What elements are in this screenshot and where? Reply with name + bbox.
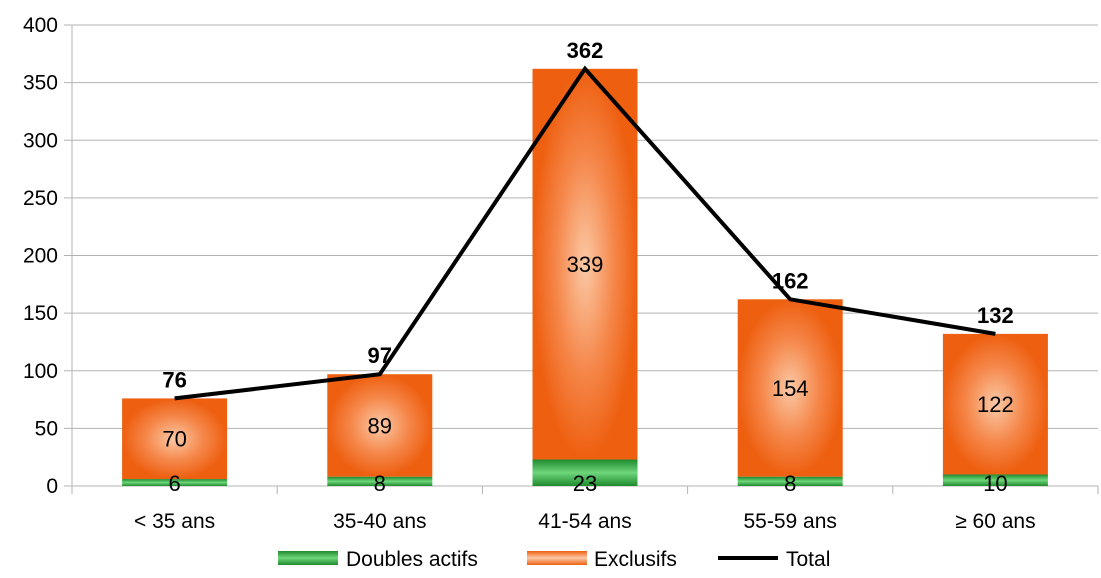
data-label-total: 362 xyxy=(567,38,604,63)
data-label-total: 97 xyxy=(368,343,392,368)
bar-exclusifs xyxy=(737,299,843,477)
data-label-doubles-actifs: 10 xyxy=(983,471,1007,496)
y-tick-label: 150 xyxy=(23,302,58,325)
bar-doubles-actifs xyxy=(942,474,1048,486)
data-label-exclusifs: 70 xyxy=(162,427,186,452)
x-tick-label: ≥ 60 ans xyxy=(955,510,1035,533)
data-label-doubles-actifs: 8 xyxy=(784,471,796,496)
data-label-doubles-actifs: 6 xyxy=(168,471,180,496)
bar-exclusifs xyxy=(327,374,433,477)
y-tick-label: 50 xyxy=(35,417,58,440)
y-tick-label: 0 xyxy=(46,475,58,498)
legend-swatch-doubles-actifs xyxy=(278,551,338,565)
legend-label-doubles-actifs: Doubles actifs xyxy=(346,548,478,571)
bar-doubles-actifs xyxy=(532,459,638,486)
legend-label-total: Total xyxy=(786,548,830,571)
x-tick-label: 35-40 ans xyxy=(333,510,426,533)
x-tick-label: 41-54 ans xyxy=(538,510,631,533)
legend-label-exclusifs: Exclusifs xyxy=(594,548,677,571)
y-tick-label: 350 xyxy=(23,72,58,95)
data-label-exclusifs: 339 xyxy=(567,252,604,277)
legend-swatch-exclusifs xyxy=(527,551,587,565)
line-total xyxy=(174,65,996,401)
bar-doubles-actifs xyxy=(737,476,843,486)
bar-exclusifs xyxy=(122,398,228,480)
bar-exclusifs xyxy=(532,68,638,460)
data-label-exclusifs: 122 xyxy=(977,392,1014,417)
data-label-total: 162 xyxy=(772,268,809,293)
y-tick-label: 100 xyxy=(23,360,58,383)
data-label-total: 132 xyxy=(977,303,1014,328)
y-tick-label: 400 xyxy=(23,14,58,37)
x-tick-label: 55-59 ans xyxy=(743,510,836,533)
data-label-exclusifs: 89 xyxy=(368,413,392,438)
data-label-total: 76 xyxy=(162,367,186,392)
data-label-doubles-actifs: 8 xyxy=(374,471,386,496)
y-tick-label: 300 xyxy=(23,129,58,152)
data-label-exclusifs: 154 xyxy=(772,376,809,401)
total-line xyxy=(174,65,996,401)
bars xyxy=(122,68,1048,486)
axes: 0 50 100 150 200 250 300 350 400 < 35 ans 35-40 an… xyxy=(23,14,1099,533)
y-tick-label: 200 xyxy=(23,245,58,268)
legend: Doubles actifs Exclusifs Total xyxy=(278,548,830,571)
bar-doubles-actifs xyxy=(122,479,228,486)
x-tick-label: < 35 ans xyxy=(134,510,215,533)
bar-exclusifs xyxy=(942,333,1048,475)
bar-doubles-actifs xyxy=(327,476,433,486)
y-tick-label: 250 xyxy=(23,187,58,210)
data-labels: 70 6 76 89 8 97 339 23 362 154 8 162 122 10 132 xyxy=(162,38,1013,496)
data-label-doubles-actifs: 23 xyxy=(573,471,597,496)
